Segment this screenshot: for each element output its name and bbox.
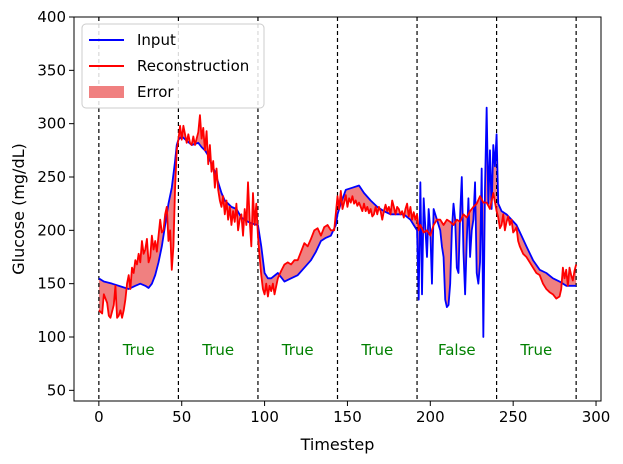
legend-label-input: Input (137, 31, 176, 49)
y-tick-label: 350 (37, 61, 66, 79)
segment-result-label-1: True (122, 341, 155, 359)
x-tick-label: 200 (416, 408, 445, 426)
y-tick-label: 50 (47, 381, 66, 399)
x-tick-label: 300 (582, 408, 611, 426)
x-tick-label: 250 (499, 408, 528, 426)
legend-swatch-error (89, 86, 124, 98)
segment-label-layer: True True True True False True (122, 341, 553, 359)
legend-box (81, 23, 265, 109)
y-tick-label: 150 (37, 275, 66, 293)
y-tick-label: 200 (37, 221, 66, 239)
segment-result-label-2: True (201, 341, 234, 359)
x-axis-title: Timestep (300, 435, 375, 454)
x-tick-label: 150 (333, 408, 362, 426)
segment-result-label-5: False (438, 341, 476, 359)
legend-label-reconstruction: Reconstruction (137, 57, 249, 75)
legend-label-error: Error (137, 83, 174, 101)
axes-layer: 0 50 100 150 200 250 300 50 100 150 200 250 300 350 40… (9, 8, 610, 454)
y-axis-title: Glucose (mg/dL) (9, 143, 28, 275)
plot-frame (73, 16, 602, 402)
segment-result-label-4: True (360, 341, 393, 359)
segment-result-label-3: True (281, 341, 314, 359)
series-layer (98, 106, 578, 338)
x-tick-label: 100 (250, 408, 279, 426)
error-fill-segment-1 (98, 139, 179, 318)
series-line-reconstruction (98, 114, 578, 319)
y-tick-label: 400 (37, 8, 66, 26)
y-tick-label: 250 (37, 168, 66, 186)
y-tick-label: 100 (37, 328, 66, 346)
x-tick-label: 50 (172, 408, 191, 426)
legend: Input Reconstruction Error (81, 23, 265, 109)
error-fill-segment-5 (417, 107, 497, 337)
y-tick-label: 300 (37, 115, 66, 133)
error-fill-segment-3 (257, 196, 338, 297)
segment-result-label-6: True (519, 341, 552, 359)
x-tick-label: 0 (94, 408, 104, 426)
